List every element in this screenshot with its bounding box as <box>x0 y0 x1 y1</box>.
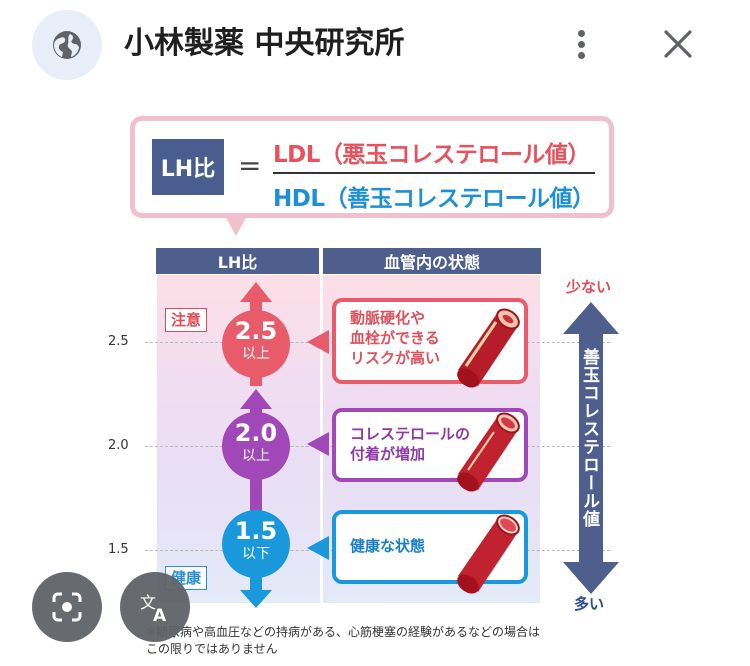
formula-numerator: LDL（悪玉コレステロール値） <box>273 142 590 168</box>
lh-ratio-infographic: LH比 = LDL（悪玉コレステロール値） HDL（善玉コレステロール値） LH… <box>0 90 750 666</box>
side-arrow-bottom-label: 多い <box>574 595 605 613</box>
vessel-illustration-partial <box>457 412 520 492</box>
level-badge-1-5: 1.5 以下 <box>222 510 290 578</box>
side-arrow-top-label: 少ない <box>566 278 612 296</box>
more-vert-icon <box>578 30 585 37</box>
state-text: 健康な状態 <box>350 537 426 555</box>
page-title: 小林製薬 中央研究所 <box>124 26 405 61</box>
column-header-lh: LH比 <box>156 248 319 274</box>
close-button[interactable] <box>656 22 700 66</box>
translate-button[interactable]: 文 A <box>120 572 190 642</box>
vessel-illustration-healthy <box>457 514 520 594</box>
level-value: 2.5 <box>234 317 278 345</box>
more-options-button[interactable] <box>562 22 602 66</box>
formula-denominator: HDL（善玉コレステロール値） <box>273 186 595 212</box>
state-text: 動脈硬化や 血栓ができる リスクが高い <box>350 309 441 367</box>
y-tick-label: 2.0 <box>108 438 129 453</box>
level-unit: 以上 <box>242 448 270 464</box>
footnote: ※糖尿病や高血圧などの持病がある、心筋梗塞の経験があるなどの場合は この限りでは… <box>146 625 541 656</box>
level-unit: 以上 <box>242 346 270 362</box>
level-badge-2-0: 2.0 以上 <box>222 412 290 480</box>
level-value: 2.0 <box>234 419 278 447</box>
level-badge-2-5: 2.5 以上 <box>222 310 290 378</box>
level-value: 1.5 <box>234 517 278 545</box>
arrow-up-icon <box>240 389 272 423</box>
close-icon <box>664 30 692 58</box>
column-header-vessel-state: 血管内の状態 <box>323 248 541 274</box>
bubble-tail <box>307 536 329 560</box>
formula-equals: = <box>238 149 262 182</box>
state-bubble-high-risk: 動脈硬化や 血栓ができる リスクが高い <box>332 298 528 384</box>
bubble-tail <box>307 330 329 354</box>
state-text: コレステロールの 付着が増加 <box>350 425 471 463</box>
arrow-up-icon <box>240 282 272 316</box>
side-arrow-label: 善玉コレステロール値 <box>579 348 599 528</box>
level-unit: 以下 <box>242 546 270 562</box>
fraction-line <box>273 172 595 174</box>
formula-lh-label: LH比 <box>152 139 224 195</box>
y-tick-label: 2.5 <box>108 334 129 349</box>
globe-icon <box>53 31 81 59</box>
translate-icon: 文 A <box>140 593 167 624</box>
formula-box: LH比 = LDL（悪玉コレステロール値） HDL（善玉コレステロール値） <box>130 116 614 218</box>
svg-text:文: 文 <box>140 593 156 612</box>
arrow-stem <box>250 478 262 514</box>
lens-icon <box>52 592 82 622</box>
top-bar: 小林製薬 中央研究所 <box>0 0 750 90</box>
vessel-illustration-clogged <box>457 308 520 388</box>
site-info-button[interactable] <box>32 10 102 80</box>
arrow-down-icon <box>240 576 272 608</box>
lens-button[interactable] <box>32 572 102 642</box>
arrow-down-icon <box>250 376 262 386</box>
bubble-tail <box>307 432 329 456</box>
y-tick-label: 1.5 <box>108 542 129 557</box>
double-arrow-icon <box>563 302 619 594</box>
formula-pointer <box>224 214 248 236</box>
svg-text:A: A <box>153 606 167 624</box>
caution-tag: 注意 <box>165 308 208 332</box>
